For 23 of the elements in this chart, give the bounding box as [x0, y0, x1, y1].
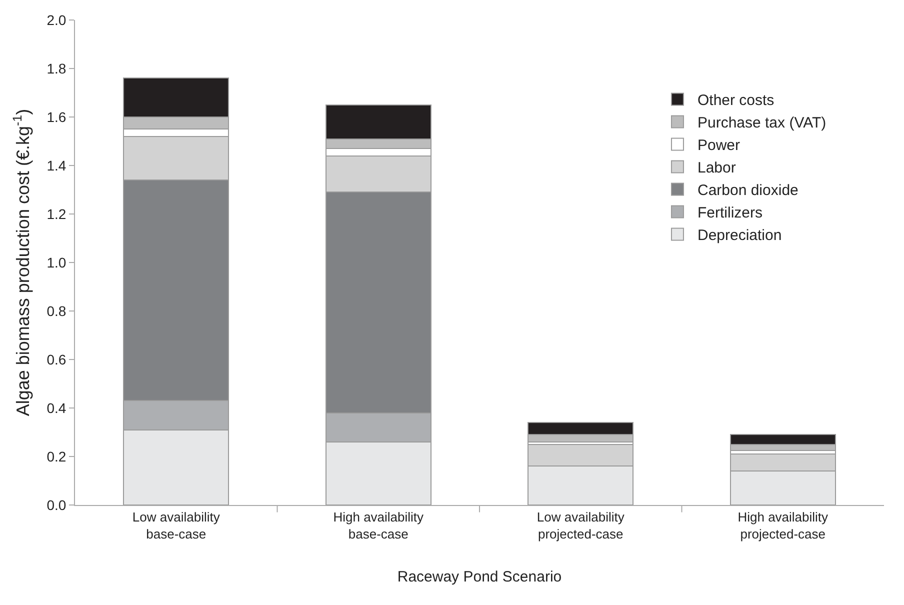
x-axis-title: Raceway Pond Scenario [397, 568, 562, 586]
y-tick-label: 1.4 [46, 157, 66, 174]
legend-label: Fertilizers [697, 204, 762, 222]
y-tick-label: 2.0 [46, 12, 66, 28]
legend-label: Purchase tax (VAT) [697, 114, 826, 132]
legend-label: Power [697, 137, 740, 154]
x-tick-label: Low availability projected-case [536, 510, 625, 542]
legend-label: Labor [697, 160, 736, 177]
x-tick-label: High availability projected-case [738, 510, 829, 542]
y-tick-label: 0.8 [46, 302, 66, 319]
y-tick-label: 0.4 [46, 400, 66, 416]
y-tick-label: 0.2 [46, 448, 66, 464]
x-tick-label: High availability base-case [333, 510, 424, 542]
y-tick-label: 1.2 [46, 206, 66, 222]
legend-label: Other costs [697, 92, 774, 110]
legend-label: Carbon dioxide [697, 182, 798, 200]
y-tick-label: 0.6 [46, 351, 66, 368]
legend-label: Depreciation [697, 227, 782, 244]
y-tick-label: 1.0 [46, 254, 66, 270]
y-tick-label: 0.0 [46, 496, 66, 513]
y-tick-label: 1.6 [46, 108, 66, 125]
y-tick-label: 1.8 [46, 60, 66, 76]
x-tick-label: Low availability base-case [132, 510, 220, 542]
